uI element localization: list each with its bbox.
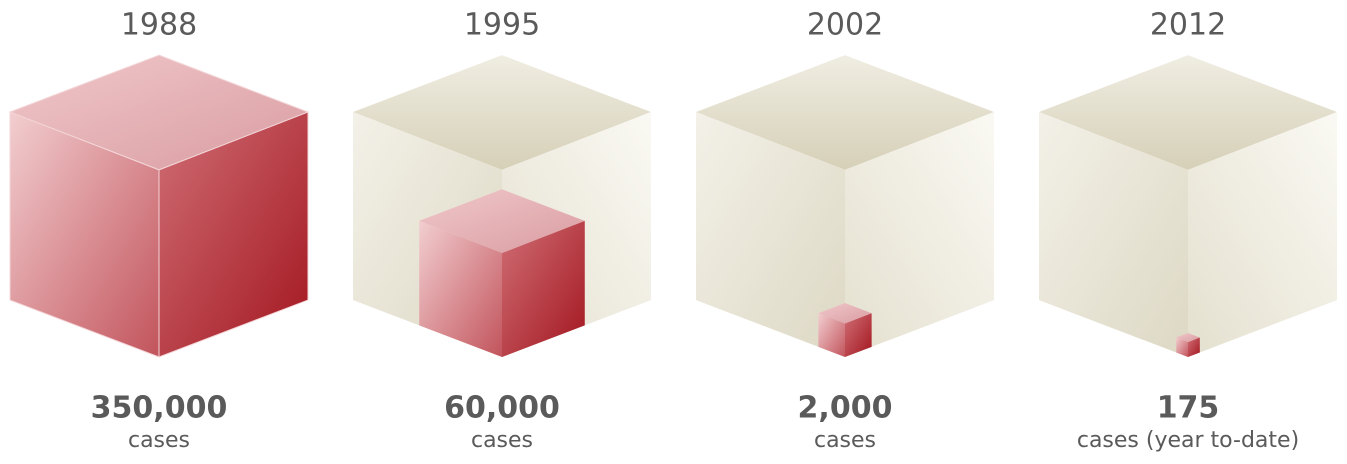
- cube-right: [845, 313, 872, 357]
- cube-left: [696, 112, 845, 357]
- cube-right: [1188, 337, 1200, 357]
- year-label: 2012: [1150, 8, 1226, 43]
- unit-label: cases: [128, 428, 190, 453]
- year-label: 1995: [464, 8, 540, 43]
- cube-left: [1039, 112, 1188, 357]
- value-label: 60,000: [444, 391, 560, 426]
- unit-label: cases: [814, 428, 876, 453]
- unit-label: cases (year to-date): [1077, 428, 1299, 453]
- case-cube: [818, 303, 872, 357]
- cube-top: [353, 55, 651, 170]
- value-label: 350,000: [91, 391, 228, 426]
- reference-cube: [696, 55, 994, 357]
- year-label: 2002: [807, 8, 883, 43]
- value-label: 175: [1157, 391, 1220, 426]
- case-cube: [1176, 333, 1200, 357]
- cube-top: [818, 303, 872, 324]
- cube-right: [158, 111, 309, 358]
- cube-left: [1176, 337, 1188, 357]
- cube-left: [818, 313, 845, 357]
- cube-top: [696, 55, 994, 170]
- cube-top: [1039, 55, 1337, 170]
- cube-top: [419, 189, 585, 254]
- value-label: 2,000: [798, 391, 893, 426]
- unit-label: cases: [471, 428, 533, 453]
- cube-left: [419, 220, 502, 357]
- cube-right: [845, 112, 994, 357]
- case-cube: [419, 189, 585, 357]
- cube-right: [502, 220, 585, 357]
- year-label: 1988: [121, 8, 197, 43]
- cube-right: [1188, 112, 1337, 357]
- case-cube: [8, 54, 310, 358]
- reference-cube: [1039, 55, 1337, 357]
- cube-top: [1176, 333, 1200, 343]
